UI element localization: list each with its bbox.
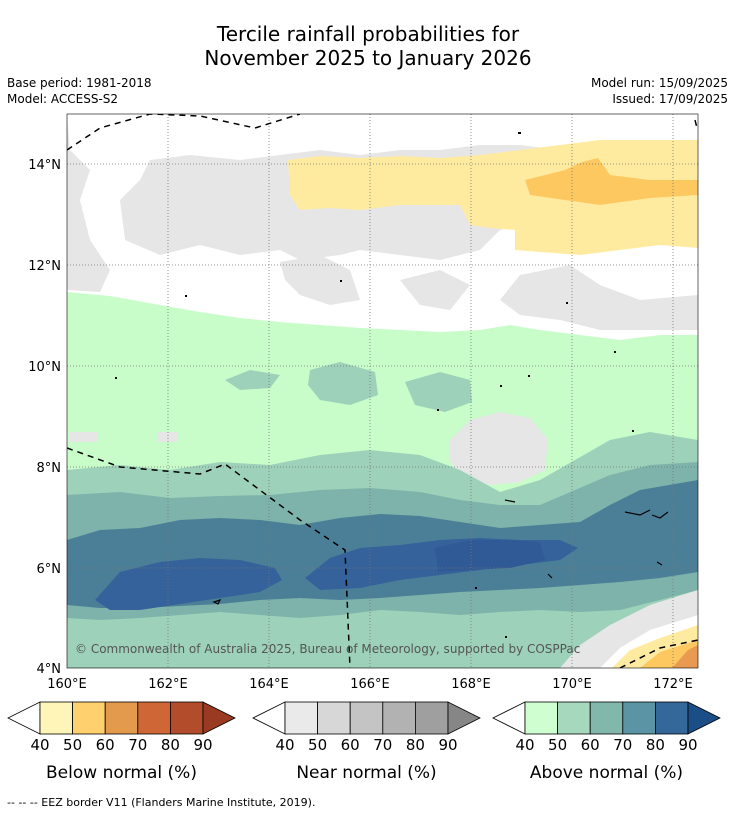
- colorbar-min-arrow: [252, 701, 286, 735]
- gridlines: [67, 114, 698, 668]
- colorbar-tick-label: 90: [678, 736, 697, 754]
- probability-map: © Commonwealth of Australia 2025, Bureau…: [67, 114, 698, 668]
- lat-tick: 10°N: [28, 360, 61, 375]
- colorbar-tick-label: 60: [341, 736, 360, 754]
- colorbar-swatch: [317, 701, 351, 735]
- colorbar-tick-label: 90: [193, 736, 212, 754]
- colorbar-swatch: [72, 701, 106, 735]
- lon-tick: 172°E: [653, 677, 693, 692]
- colorbar-title: Below normal (%): [46, 763, 197, 783]
- colorbar-swatch: [39, 701, 73, 735]
- colorbar-title: Above normal (%): [530, 763, 683, 783]
- colorbar-tick-label: 70: [128, 736, 147, 754]
- colorbar-tick-label: 80: [646, 736, 665, 754]
- colorbar-swatch: [414, 701, 449, 735]
- issued-date: Issued: 17/09/2025: [612, 92, 728, 106]
- lon-tick: 170°E: [552, 677, 592, 692]
- colorbar-3: 40 50 60 70 80 90 Above normal (%): [492, 701, 721, 783]
- copyright-text: © Commonwealth of Australia 2025, Bureau…: [75, 642, 580, 656]
- meta-left: Base period: 1981-2018 Model: ACCESS-S2: [7, 75, 152, 107]
- colorbar-tick-label: 80: [161, 736, 180, 754]
- lat-tick: 6°N: [37, 562, 62, 577]
- lon-tick: 162°E: [148, 677, 188, 692]
- colorbar-tick-label: 40: [515, 736, 534, 754]
- colorbar-max-arrow: [687, 701, 721, 735]
- below-normal-50-region: [525, 158, 698, 205]
- colorbar-swatch: [169, 701, 204, 735]
- colorbar-min-arrow: [492, 701, 526, 735]
- colorbar-swatch: [284, 701, 318, 735]
- colorbar-tick-label: 70: [373, 736, 392, 754]
- colorbar-swatch: [557, 701, 591, 735]
- colorbar-swatch: [349, 701, 384, 735]
- colorbar-swatch: [137, 701, 171, 735]
- lat-tick: 12°N: [28, 259, 61, 274]
- title-line-2: November 2025 to January 2026: [204, 46, 532, 70]
- eez-border: [67, 114, 698, 668]
- map-title: Tercile rainfall probabilities for Novem…: [0, 22, 736, 70]
- above-normal-80-region: [95, 558, 282, 610]
- colorbar-tick-label: 40: [30, 736, 49, 754]
- lon-axis: 160°E 162°E 164°E 166°E 168°E 170°E 172°…: [47, 677, 693, 692]
- lon-tick: 160°E: [47, 677, 87, 692]
- colorbar-tick-label: 50: [63, 736, 82, 754]
- lon-tick: 164°E: [249, 677, 289, 692]
- colorbar-title: Near normal (%): [296, 763, 436, 783]
- colorbar-max-arrow: [202, 701, 236, 735]
- colorbar-tick-label: 40: [275, 736, 294, 754]
- colorbar-tick-label: 50: [308, 736, 327, 754]
- colorbar-min-arrow: [7, 701, 41, 735]
- lat-axis: 14°N 12°N 10°N 8°N 6°N 4°N: [28, 158, 61, 677]
- colorbar-legend: 40 50 60 70 80 90 Below normal (%) 40 50 60 70 80 90…: [7, 701, 721, 783]
- lon-tick: 168°E: [451, 677, 491, 692]
- model-run: Model run: 15/09/2025: [590, 76, 728, 90]
- map-frame: [66, 113, 699, 669]
- colorbar-swatch: [104, 701, 139, 735]
- eez-footnote: -- -- -- EEZ border V11 (Flanders Marine…: [7, 796, 316, 809]
- lat-tick: 14°N: [28, 158, 61, 173]
- colorbar-swatch: [655, 701, 689, 735]
- colorbar-swatch: [622, 701, 656, 735]
- colorbar-tick-label: 50: [548, 736, 567, 754]
- lat-tick: 8°N: [37, 461, 62, 476]
- colorbar-tick-label: 90: [438, 736, 457, 754]
- colorbar-1: 40 50 60 70 80 90 Below normal (%): [7, 701, 236, 783]
- lon-tick: 166°E: [350, 677, 390, 692]
- colorbar-max-arrow: [447, 701, 481, 735]
- meta-right: Model run: 15/09/2025 Issued: 17/09/2025: [591, 75, 728, 107]
- colorbar-tick-label: 70: [613, 736, 632, 754]
- colorbar-swatch: [382, 701, 416, 735]
- lat-tick: 4°N: [37, 662, 62, 677]
- model-name: Model: ACCESS-S2: [7, 92, 119, 106]
- colorbar-tick-label: 60: [96, 736, 115, 754]
- colorbar-swatch: [524, 701, 558, 735]
- colorbar-swatch: [589, 701, 624, 735]
- title-line-1: Tercile rainfall probabilities for: [216, 22, 520, 46]
- islands: [212, 499, 669, 605]
- colorbar-tick-label: 60: [581, 736, 600, 754]
- colorbar-tick-label: 80: [406, 736, 425, 754]
- base-period: Base period: 1981-2018: [7, 76, 152, 90]
